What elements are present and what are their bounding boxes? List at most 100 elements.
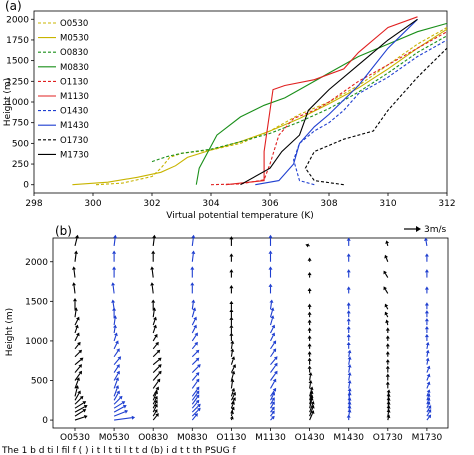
- wind-arrow-o0530: [73, 307, 78, 318]
- wind-arrow-shaft: [152, 310, 155, 318]
- wind-arrow-m1130: [270, 340, 277, 350]
- wind-arrow-o0830: [151, 299, 156, 310]
- wind-arrow-m0530: [113, 404, 127, 413]
- wind-arrow-head: [194, 332, 198, 337]
- wind-arrow-shaft: [151, 285, 154, 294]
- panel-b-label: (b): [55, 224, 72, 238]
- wind-arrow-head: [229, 285, 234, 289]
- y-tick-label: 2000: [25, 258, 48, 268]
- wind-arrow-m1730: [424, 310, 429, 318]
- wind-arrow-head: [424, 269, 429, 273]
- wind-arrow-o0830: [152, 357, 162, 366]
- wind-arrow-head: [78, 370, 82, 375]
- wind-arrow-shaft: [309, 383, 312, 389]
- wind-arrow-shaft: [74, 402, 84, 409]
- wind-arrow-head: [271, 391, 276, 396]
- wind-arrow-head: [385, 381, 390, 385]
- wind-arrow-m1130: [269, 315, 275, 326]
- y-tick-label: 1750: [6, 36, 29, 46]
- wind-arrow-o1730: [385, 373, 390, 381]
- wind-arrow-o1130: [230, 356, 236, 365]
- wind-arrow-m0530: [111, 299, 116, 310]
- wind-arrow-head: [307, 343, 312, 347]
- wind-arrow-m1430: [346, 318, 351, 326]
- wind-arrow-shaft: [74, 406, 86, 413]
- wind-arrow-head: [195, 386, 200, 391]
- wind-arrow-m1730: [426, 393, 431, 401]
- y-tick-label: 1250: [6, 77, 29, 87]
- wind-arrow-o0530: [74, 370, 82, 381]
- wind-arrow-head: [426, 389, 431, 394]
- wind-arrow-shaft: [113, 402, 123, 409]
- wind-arrow-head: [111, 282, 116, 286]
- wind-arrow-head: [271, 324, 276, 329]
- wind-arrow-head: [150, 266, 155, 270]
- wind-arrow-shaft: [309, 393, 313, 401]
- wind-arrow-head: [118, 395, 123, 400]
- wind-arrow-o1130: [229, 308, 234, 318]
- wind-arrow-head: [157, 357, 162, 362]
- wind-arrow-shaft: [191, 380, 198, 389]
- wind-arrow-o0830: [152, 390, 158, 401]
- wind-arrow-m1730: [426, 365, 431, 373]
- wind-arrow-m1730: [426, 414, 432, 421]
- wind-arrow-shaft: [191, 334, 197, 342]
- wind-arrow-head: [77, 390, 81, 395]
- legend-label-m0830: M0830: [60, 63, 89, 73]
- wind-arrow-shaft: [113, 343, 118, 350]
- wind-arrow-head: [347, 356, 352, 360]
- wind-arrow-m1730: [426, 389, 431, 397]
- wind-arrow-m1130: [270, 387, 277, 397]
- wind-arrow-head: [190, 266, 195, 270]
- wind-arrow-o0530: [74, 385, 79, 397]
- wind-arrow-head: [229, 253, 234, 257]
- wind-arrow-shaft: [348, 383, 351, 389]
- wind-arrow-shaft: [191, 343, 197, 350]
- wind-arrow-o1430: [305, 243, 310, 248]
- wind-arrow-head: [229, 415, 234, 420]
- wind-arrow-m0530: [113, 332, 118, 342]
- wind-arrow-m0830: [191, 407, 201, 417]
- wind-arrow-m1430: [346, 237, 351, 246]
- wind-arrow-o1130: [230, 348, 235, 357]
- wind-arrow-head: [75, 332, 80, 337]
- wind-arrow-head: [124, 409, 129, 414]
- x-tick-label: 306: [261, 199, 278, 209]
- wind-arrow-shaft: [387, 412, 390, 417]
- wind-arrow-head: [194, 413, 198, 417]
- wind-arrow-o1430: [309, 400, 315, 413]
- wind-arrow-head: [195, 378, 200, 383]
- wind-arrow-o1730: [385, 327, 390, 333]
- wind-arrow-shaft: [152, 406, 157, 413]
- wind-arrow-shaft: [348, 367, 351, 373]
- wind-arrow-shaft: [191, 237, 194, 246]
- wind-arrow-m1730: [424, 326, 429, 333]
- wind-arrow-head: [83, 414, 88, 419]
- wind-arrow-m1430: [346, 333, 351, 341]
- wind-arrow-o0830: [152, 333, 158, 342]
- wind-arrow-shaft: [74, 237, 78, 247]
- wind-arrow-shaft: [74, 397, 82, 405]
- wind-arrow-m0530: [113, 377, 120, 389]
- wind-arrow-o0830: [150, 282, 155, 294]
- wind-arrow-head: [113, 234, 118, 239]
- wind-arrow-m0530: [113, 356, 122, 366]
- wind-arrow-m0530: [113, 370, 120, 381]
- wind-arrow-head: [74, 324, 79, 329]
- wind-arrow-shaft: [384, 273, 389, 278]
- wind-arrow-shaft: [74, 366, 81, 373]
- wind-arrow-head: [424, 318, 429, 322]
- wind-arrow-m0830: [191, 413, 198, 421]
- wind-arrow-o1430: [307, 335, 312, 341]
- x-tick-label: O1130: [216, 433, 246, 443]
- wind-arrow-head: [115, 385, 120, 389]
- wind-arrow-o1430: [307, 351, 312, 357]
- wind-arrow-shaft: [230, 409, 234, 413]
- wind-arrow-m0530: [113, 390, 120, 401]
- y-tick-label: 0: [23, 181, 29, 191]
- wind-arrow-m1430: [346, 269, 351, 278]
- wind-arrow-m1130: [270, 324, 276, 334]
- wind-arrow-shaft: [73, 269, 76, 278]
- wind-arrow-shaft: [348, 352, 351, 357]
- x-tick-label: M1430: [333, 433, 364, 443]
